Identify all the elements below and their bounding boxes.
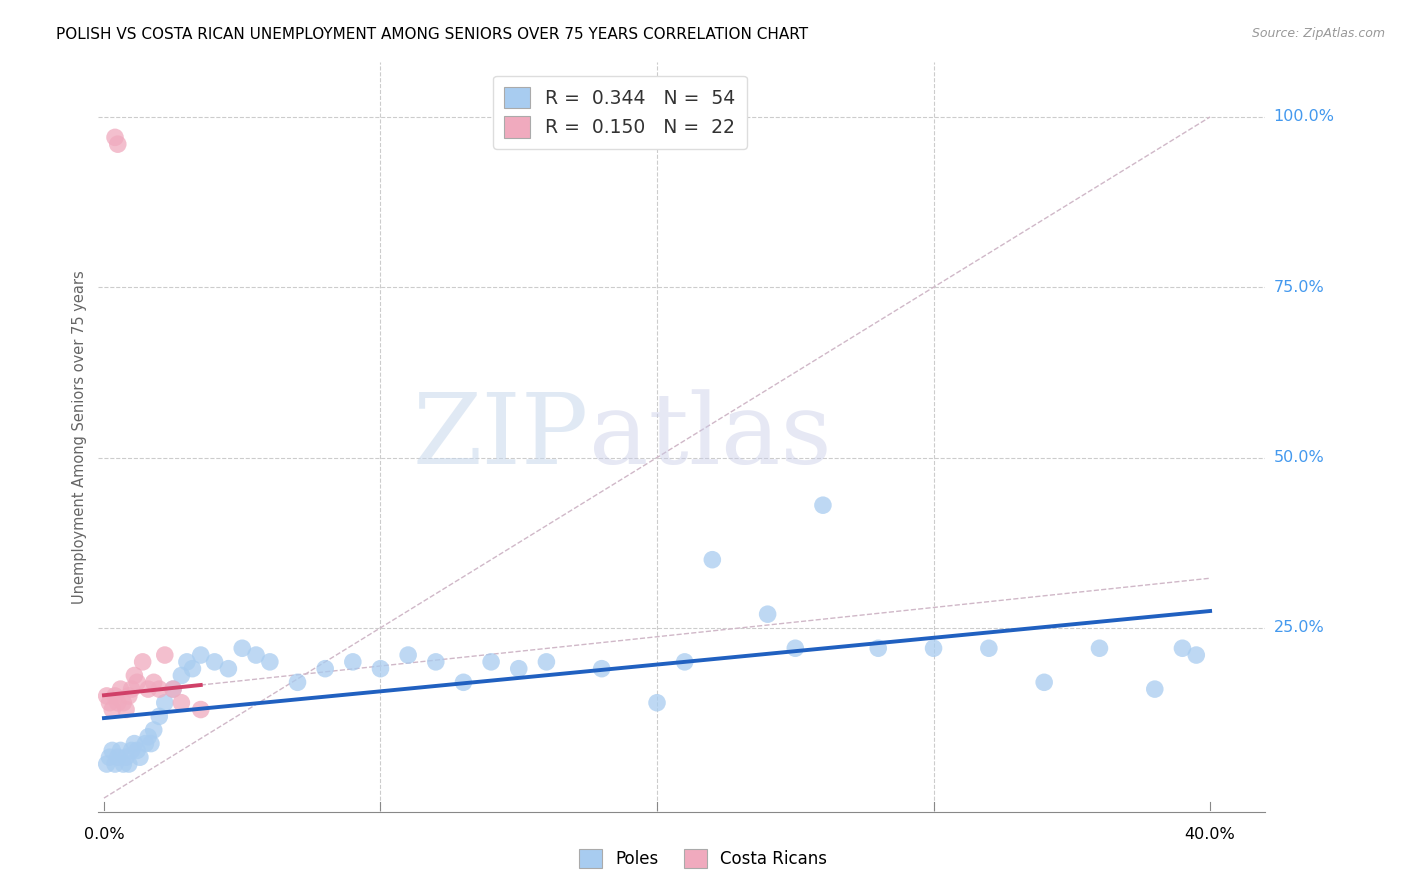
Point — [124, 737, 146, 751]
Point — [129, 750, 152, 764]
Text: 0.0%: 0.0% — [83, 827, 124, 842]
Point — [453, 675, 475, 690]
Point — [112, 696, 135, 710]
Point — [98, 696, 121, 710]
Point — [136, 682, 159, 697]
Point — [153, 648, 176, 662]
Point — [1143, 682, 1166, 697]
Point — [170, 668, 193, 682]
Point — [142, 675, 165, 690]
Point — [1088, 641, 1111, 656]
Point — [153, 696, 176, 710]
Point — [148, 682, 170, 697]
Point — [118, 689, 141, 703]
Text: 100.0%: 100.0% — [1274, 110, 1334, 124]
Legend: Poles, Costa Ricans: Poles, Costa Ricans — [572, 842, 834, 875]
Point — [96, 689, 118, 703]
Legend: R =  0.344   N =  54, R =  0.150   N =  22: R = 0.344 N = 54, R = 0.150 N = 22 — [494, 76, 747, 149]
Point — [107, 137, 129, 152]
Point — [508, 662, 530, 676]
Point — [342, 655, 364, 669]
Text: 40.0%: 40.0% — [1185, 827, 1236, 842]
Point — [176, 655, 198, 669]
Point — [110, 743, 132, 757]
Text: 50.0%: 50.0% — [1274, 450, 1324, 465]
Point — [127, 675, 149, 690]
Point — [673, 655, 696, 669]
Point — [101, 702, 124, 716]
Text: Source: ZipAtlas.com: Source: ZipAtlas.com — [1251, 27, 1385, 40]
Point — [104, 130, 127, 145]
Point — [104, 689, 127, 703]
Point — [1171, 641, 1194, 656]
Point — [977, 641, 1000, 656]
Point — [162, 682, 184, 697]
Point — [314, 662, 336, 676]
Point — [217, 662, 239, 676]
Point — [536, 655, 558, 669]
Point — [259, 655, 281, 669]
Point — [370, 662, 392, 676]
Point — [645, 696, 668, 710]
Text: 75.0%: 75.0% — [1274, 280, 1324, 294]
Point — [1033, 675, 1056, 690]
Text: ZIP: ZIP — [412, 389, 589, 485]
Point — [922, 641, 945, 656]
Point — [425, 655, 447, 669]
Point — [112, 757, 135, 772]
Point — [121, 682, 143, 697]
Point — [181, 662, 204, 676]
Point — [101, 743, 124, 757]
Point — [110, 682, 132, 697]
Point — [591, 662, 613, 676]
Point — [127, 743, 149, 757]
Point — [139, 737, 162, 751]
Point — [107, 750, 129, 764]
Point — [811, 498, 834, 512]
Point — [170, 696, 193, 710]
Point — [1185, 648, 1208, 662]
Point — [104, 757, 127, 772]
Text: POLISH VS COSTA RICAN UNEMPLOYMENT AMONG SENIORS OVER 75 YEARS CORRELATION CHART: POLISH VS COSTA RICAN UNEMPLOYMENT AMONG… — [56, 27, 808, 42]
Point — [115, 702, 138, 716]
Point — [868, 641, 890, 656]
Point — [142, 723, 165, 737]
Point — [136, 730, 159, 744]
Point — [190, 702, 212, 716]
Y-axis label: Unemployment Among Seniors over 75 years: Unemployment Among Seniors over 75 years — [72, 270, 87, 604]
Point — [479, 655, 502, 669]
Point — [396, 648, 419, 662]
Text: atlas: atlas — [589, 389, 831, 485]
Point — [121, 743, 143, 757]
Point — [245, 648, 267, 662]
Point — [756, 607, 779, 622]
Point — [115, 750, 138, 764]
Point — [204, 655, 226, 669]
Point — [287, 675, 309, 690]
Point — [702, 552, 724, 566]
Point — [96, 757, 118, 772]
Point — [131, 655, 153, 669]
Point — [190, 648, 212, 662]
Point — [107, 696, 129, 710]
Point — [162, 682, 184, 697]
Point — [98, 750, 121, 764]
Point — [134, 737, 156, 751]
Point — [118, 757, 141, 772]
Text: 25.0%: 25.0% — [1274, 620, 1324, 635]
Point — [231, 641, 253, 656]
Point — [124, 668, 146, 682]
Point — [148, 709, 170, 723]
Point — [785, 641, 807, 656]
